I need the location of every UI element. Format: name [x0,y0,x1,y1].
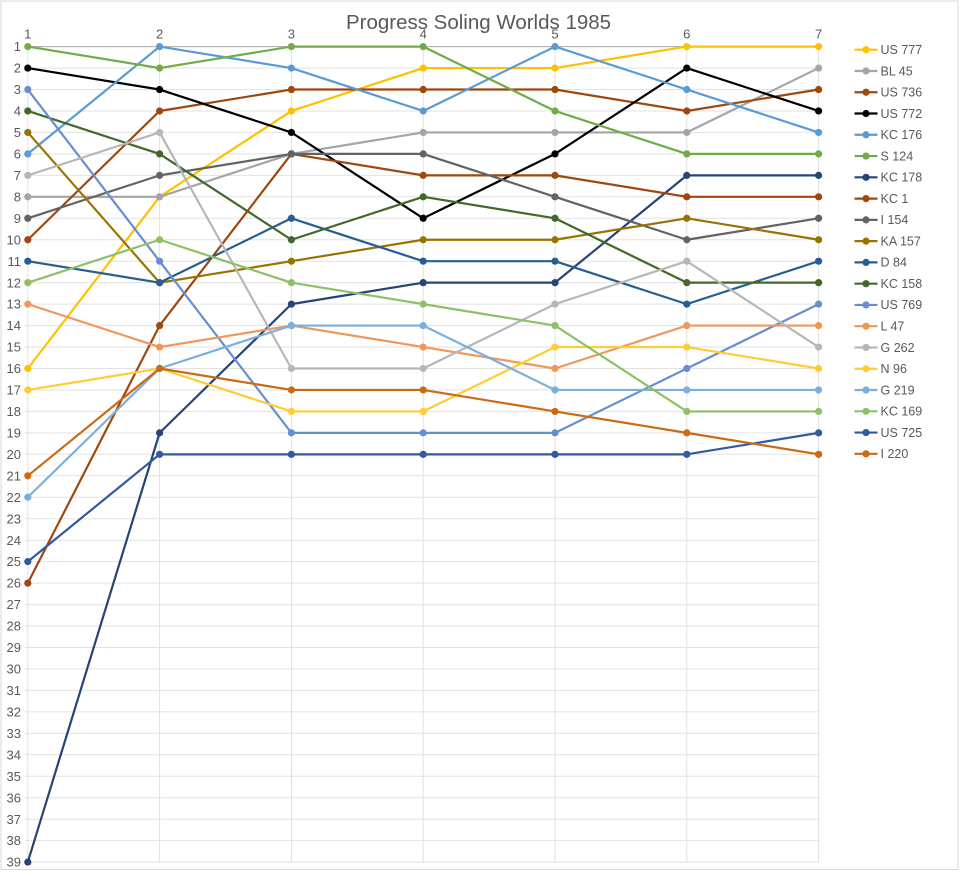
svg-text:21: 21 [7,468,21,483]
svg-text:4: 4 [420,26,427,41]
svg-text:14: 14 [7,318,21,333]
svg-text:1: 1 [14,39,21,54]
svg-text:6: 6 [683,26,690,41]
svg-text:39: 39 [7,855,21,870]
svg-text:5: 5 [14,125,21,140]
svg-text:KC 176: KC 176 [881,128,923,142]
svg-text:Progress Soling Worlds 1985: Progress Soling Worlds 1985 [346,11,611,34]
svg-text:3: 3 [288,26,295,41]
svg-text:12: 12 [7,275,21,290]
svg-text:25: 25 [7,554,21,569]
svg-text:24: 24 [7,533,21,548]
svg-text:N 96: N 96 [881,362,907,376]
svg-text:22: 22 [7,490,21,505]
svg-text:7: 7 [815,26,822,41]
svg-text:L 47: L 47 [881,320,905,334]
svg-text:8: 8 [14,189,21,204]
svg-text:27: 27 [7,597,21,612]
svg-text:31: 31 [7,683,21,698]
svg-text:34: 34 [7,747,21,762]
svg-text:US 736: US 736 [881,86,923,100]
svg-text:I 154: I 154 [881,213,909,227]
svg-text:KC 158: KC 158 [881,277,923,291]
svg-text:I 220: I 220 [881,447,909,461]
svg-text:7: 7 [14,168,21,183]
svg-text:G 262: G 262 [881,341,915,355]
svg-text:KC 169: KC 169 [881,405,923,419]
svg-text:3: 3 [14,82,21,97]
svg-text:1: 1 [24,26,31,41]
svg-text:US 769: US 769 [881,298,923,312]
svg-text:US 725: US 725 [881,426,923,440]
svg-text:30: 30 [7,662,21,677]
svg-text:US 772: US 772 [881,107,923,121]
svg-text:S 124: S 124 [881,149,914,163]
svg-text:6: 6 [14,147,21,162]
svg-text:2: 2 [156,26,163,41]
svg-text:28: 28 [7,619,21,634]
svg-text:US 777: US 777 [881,43,923,57]
svg-text:KC 1: KC 1 [881,192,909,206]
svg-text:BL 45: BL 45 [881,64,913,78]
svg-text:5: 5 [551,26,558,41]
svg-text:KC 178: KC 178 [881,171,923,185]
svg-text:11: 11 [8,254,22,269]
svg-text:36: 36 [7,790,21,805]
svg-text:19: 19 [7,426,21,441]
svg-text:13: 13 [7,297,21,312]
svg-text:D 84: D 84 [881,256,907,270]
svg-text:G 219: G 219 [881,383,915,397]
svg-text:38: 38 [7,833,21,848]
svg-text:9: 9 [14,211,21,226]
svg-text:37: 37 [7,812,21,827]
svg-text:KA 157: KA 157 [881,234,921,248]
svg-text:20: 20 [7,447,21,462]
svg-text:16: 16 [7,361,21,376]
svg-text:35: 35 [7,769,21,784]
svg-text:17: 17 [7,383,21,398]
svg-text:15: 15 [7,340,21,355]
svg-text:2: 2 [14,61,21,76]
svg-text:23: 23 [7,511,21,526]
svg-text:33: 33 [7,726,21,741]
svg-text:26: 26 [7,576,21,591]
svg-text:29: 29 [7,640,21,655]
svg-text:4: 4 [14,104,21,119]
svg-text:18: 18 [7,404,21,419]
svg-text:32: 32 [7,705,21,720]
svg-text:10: 10 [7,232,21,247]
